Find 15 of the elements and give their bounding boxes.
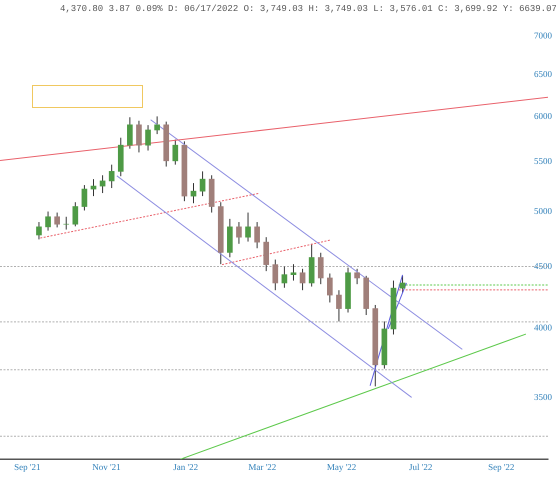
y-tick-label: 5000	[534, 206, 552, 216]
x-tick-label: Nov '21	[92, 462, 121, 472]
x-tick-label: Sep '21	[14, 462, 40, 472]
x-tick-label: Sep '22	[488, 462, 514, 472]
x-tick-label: Mar '22	[248, 462, 276, 472]
x-tick-label: May '22	[326, 462, 356, 472]
y-tick-label: 6500	[534, 69, 552, 80]
y-tick-label: 5500	[534, 156, 552, 166]
x-tick-label: Jul '22	[409, 462, 432, 472]
y-tick-label: 7000	[534, 30, 552, 40]
x-tick-label: Jan '22	[173, 462, 198, 472]
chart-subtitle: 4,370.80 3.87 0.09% D: 06/17/2022 O: 3,749.03 H: 3,749.03 L: 3,576.01 C: 3,699.92 Y: 6639.07	[60, 4, 556, 14]
y-tick-label: 4000	[534, 322, 552, 332]
y-tick-label: 6000	[534, 110, 552, 121]
y-tick-label: 3500	[534, 392, 552, 402]
